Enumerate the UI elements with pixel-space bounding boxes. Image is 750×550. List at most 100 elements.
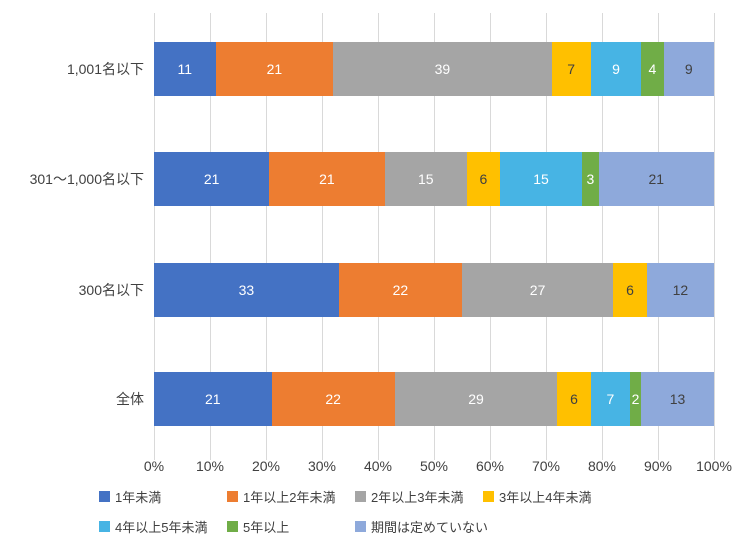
legend-item: 5年以上	[227, 517, 355, 536]
bar-segment: 21	[154, 372, 272, 426]
bar-row: 21 21 15 6 15 3 21	[154, 152, 714, 206]
legend-color-swatch-icon	[99, 491, 110, 502]
bar-segment: 22	[338, 263, 462, 317]
bar-segment: 6	[557, 372, 591, 426]
bar-value-label: 9	[684, 61, 693, 77]
gridline-30%	[322, 13, 323, 460]
bar-row: 33 22 27 6 12	[154, 263, 714, 317]
legend: 1年未満 1年以上2年未満 2年以上3年未満 3年以上4年未満 4年以上5年未満 5年以上…	[99, 487, 659, 536]
bar-segment: 9	[663, 42, 714, 96]
bar-value-label: 2	[631, 391, 640, 407]
x-axis-tick-label: 10%	[195, 458, 225, 474]
bar-segment: 6	[613, 263, 647, 317]
bar-segment: 15	[499, 152, 583, 206]
bar-segment: 15	[384, 152, 467, 206]
bar-segment: 29	[394, 372, 558, 426]
bar-value-label: 11	[177, 61, 193, 77]
plot-area: 11 21 39 7 9 4 9 21 21 15 6 15 3 21 33 22 27 6 12 21 22 29 6 7 2…	[154, 13, 715, 460]
bar-segment: 4	[641, 42, 664, 96]
category-label: 301～1,000名以下	[29, 171, 144, 187]
x-axis-tick-label: 0%	[143, 458, 165, 474]
legend-color-swatch-icon	[227, 521, 238, 532]
gridline-90%	[658, 13, 659, 460]
bar-value-label: 6	[570, 391, 578, 407]
bar-value-label: 3	[586, 171, 595, 187]
x-axis-tick-label: 60%	[475, 458, 505, 474]
gridline-80%	[602, 13, 603, 460]
x-axis-tick-label: 70%	[531, 458, 561, 474]
bar-value-label: 22	[392, 282, 409, 298]
bar-value-label: 39	[434, 61, 451, 77]
bar-segment: 3	[582, 152, 599, 206]
bar-value-label: 9	[612, 61, 620, 77]
bar-row: 21 22 29 6 7 2 13	[154, 372, 714, 426]
gridline-60%	[490, 13, 491, 460]
bar-segment: 27	[461, 263, 614, 317]
x-axis-tick-label: 80%	[587, 458, 617, 474]
gridline-20%	[266, 13, 267, 460]
bar-segment: 33	[154, 263, 339, 317]
bar-value-label: 15	[533, 171, 549, 187]
bar-value-label: 27	[529, 282, 546, 298]
bar-row: 11 21 39 7 9 4 9	[154, 42, 714, 96]
legend-label: 1年以上2年未満	[243, 490, 336, 505]
bar-value-label: 4	[648, 61, 657, 77]
category-label: 全体	[116, 391, 144, 407]
x-axis-tick-label: 90%	[643, 458, 673, 474]
x-axis-tick-label: 100%	[696, 458, 732, 474]
bar-segment: 9	[590, 42, 642, 96]
bar-value-label: 22	[325, 391, 341, 407]
bar-segment: 2	[629, 372, 642, 426]
bar-segment: 13	[641, 372, 714, 426]
category-label: 1,001名以下	[66, 61, 144, 77]
bar-segment: 6	[466, 152, 500, 206]
bar-value-label: 7	[606, 391, 615, 407]
bar-value-label: 13	[669, 391, 686, 407]
bar-value-label: 15	[417, 171, 434, 187]
legend-color-swatch-icon	[355, 491, 366, 502]
bar-segment: 21	[269, 152, 385, 206]
legend-item: 1年未満	[99, 487, 227, 506]
bar-value-label: 7	[567, 61, 576, 77]
legend-item: 4年以上5年未満	[99, 517, 227, 536]
x-axis-tick-label: 30%	[307, 458, 337, 474]
legend-label: 5年以上	[243, 520, 290, 535]
legend-item: 1年以上2年未満	[227, 487, 355, 506]
x-axis-tick-label: 20%	[251, 458, 281, 474]
gridline-70%	[546, 13, 547, 460]
bar-segment: 12	[646, 263, 714, 317]
bar-segment: 7	[590, 372, 630, 426]
bar-value-label: 6	[626, 282, 634, 298]
bar-segment: 21	[598, 152, 714, 206]
legend-label: 期間は定めていない	[371, 520, 489, 535]
bar-segment: 7	[551, 42, 591, 96]
bar-value-label: 21	[319, 171, 335, 187]
category-label: 300名以下	[78, 282, 144, 298]
legend-color-swatch-icon	[99, 521, 110, 532]
bar-value-label: 12	[672, 282, 689, 298]
bar-value-label: 21	[648, 171, 665, 187]
x-axis-tick-label: 50%	[419, 458, 449, 474]
legend-color-swatch-icon	[483, 491, 494, 502]
bar-value-label: 6	[479, 171, 488, 187]
gridline-0%	[154, 13, 155, 460]
legend-item: 3年以上4年未満	[483, 487, 611, 506]
x-axis-tick-label: 40%	[363, 458, 393, 474]
gridline-10%	[210, 13, 211, 460]
bar-value-label: 21	[203, 171, 220, 187]
gridline-50%	[434, 13, 435, 460]
bar-segment: 21	[154, 152, 270, 206]
legend-item: 期間は定めていない	[355, 517, 488, 536]
gridline-100%	[714, 13, 715, 460]
legend-label: 4年以上5年未満	[115, 520, 208, 535]
legend-color-swatch-icon	[355, 521, 366, 532]
bar-segment: 39	[333, 42, 552, 96]
legend-item: 2年以上3年未満	[355, 487, 483, 506]
legend-label: 2年以上3年未満	[371, 490, 464, 505]
bar-value-label: 29	[468, 391, 484, 407]
bar-value-label: 21	[266, 61, 283, 77]
bar-segment: 21	[215, 42, 334, 96]
legend-label: 3年以上4年未満	[499, 490, 592, 505]
bar-value-label: 21	[205, 391, 221, 407]
